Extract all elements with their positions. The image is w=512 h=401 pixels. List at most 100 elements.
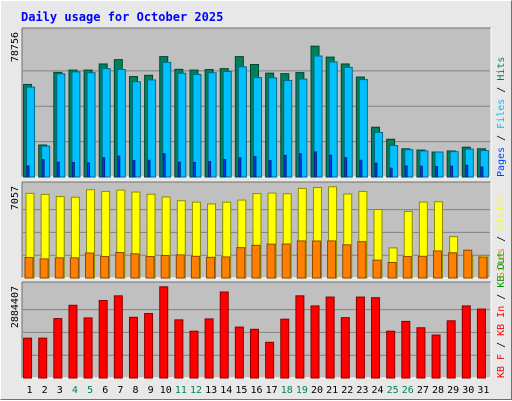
day-label-30: 30 <box>462 385 474 396</box>
bar-files-day-20 <box>313 55 323 178</box>
bar-kb_in-day-31 <box>476 308 486 379</box>
series-visits <box>25 186 489 279</box>
legend-item-kb_in: KB In <box>496 306 507 336</box>
bar-pages-day-16 <box>253 156 257 178</box>
bar-kb_in-day-17 <box>265 341 275 379</box>
day-label-8: 8 <box>132 385 138 396</box>
series-pages <box>26 151 484 178</box>
legend-item-pages: Pages <box>496 147 507 177</box>
bar-sites-day-17 <box>266 243 276 279</box>
bar-sites-day-15 <box>236 247 246 279</box>
bar-sites-day-22 <box>342 244 352 279</box>
bar-pages-day-13 <box>208 161 212 178</box>
day-label-11: 11 <box>175 385 187 396</box>
bar-kb_in-day-23 <box>355 296 365 379</box>
bar-pages-day-2 <box>41 159 45 178</box>
bar-files-day-5 <box>86 72 96 178</box>
bar-kb_in-day-15 <box>234 326 244 379</box>
bar-files-day-6 <box>101 68 111 178</box>
bar-kb_in-day-9 <box>144 312 154 379</box>
day-label-7: 7 <box>117 385 123 396</box>
bar-pages-day-29 <box>450 165 454 178</box>
chart-title: Daily usage for October 2025 <box>21 10 223 24</box>
legend-item-hits: Hits <box>496 57 507 81</box>
bar-pages-day-3 <box>56 161 60 178</box>
day-label-29: 29 <box>447 385 459 396</box>
bar-kb_in-day-3 <box>53 318 63 379</box>
bar-files-day-14 <box>222 70 232 178</box>
bar-sites-day-1 <box>24 257 34 279</box>
panel-kbytes: 2884407 KB F / KB In / KB Out <box>10 252 507 379</box>
day-label-3: 3 <box>57 385 63 396</box>
bar-pages-day-20 <box>313 151 317 178</box>
day-label-9: 9 <box>148 385 154 396</box>
legend-separator: / <box>496 129 507 147</box>
day-label-17: 17 <box>266 385 278 396</box>
legend-kbytes: KB F / KB In / KB Out <box>496 252 507 378</box>
bar-files-day-29 <box>449 151 459 178</box>
day-label-25: 25 <box>387 385 399 396</box>
bar-pages-day-17 <box>268 160 272 178</box>
bar-files-day-17 <box>268 77 278 178</box>
day-label-21: 21 <box>326 385 338 396</box>
bar-kb_in-day-2 <box>38 337 48 379</box>
series-kb_in <box>23 286 486 379</box>
bar-kb_in-day-24 <box>371 297 381 379</box>
day-label-5: 5 <box>87 385 93 396</box>
bar-sites-day-25 <box>387 261 397 279</box>
bar-files-day-1 <box>26 86 36 178</box>
bar-sites-day-11 <box>175 254 185 279</box>
legend-item-kb_in: KB F <box>496 354 507 378</box>
bar-kb_in-day-27 <box>416 327 426 379</box>
bar-kb_in-day-22 <box>340 317 350 379</box>
bar-files-day-16 <box>253 77 262 178</box>
day-label-19: 19 <box>296 385 308 396</box>
bar-files-day-11 <box>177 72 187 178</box>
legend-visits-sites: Sites / Visits <box>496 194 507 278</box>
day-label-24: 24 <box>372 385 384 396</box>
bar-pages-day-5 <box>87 162 91 178</box>
bar-sites-day-13 <box>206 256 216 279</box>
bar-kb_in-day-20 <box>310 305 320 379</box>
bar-kb_in-day-13 <box>204 318 214 379</box>
day-label-16: 16 <box>250 385 262 396</box>
bar-pages-day-30 <box>465 164 469 178</box>
bar-sites-day-23 <box>357 241 367 279</box>
bar-sites-day-24 <box>372 259 382 279</box>
bar-files-day-27 <box>419 150 429 178</box>
bar-files-day-4 <box>71 71 81 178</box>
bar-kb_in-day-6 <box>98 300 108 379</box>
legend-hits-files-pages: Pages / Files / Hits <box>496 57 507 177</box>
bar-files-day-25 <box>389 145 399 178</box>
bar-sites-day-6 <box>100 256 110 279</box>
day-label-13: 13 <box>205 385 217 396</box>
series-files <box>26 55 489 178</box>
bar-pages-day-8 <box>132 159 136 178</box>
bar-pages-day-28 <box>434 166 438 178</box>
day-label-2: 2 <box>42 385 48 396</box>
bar-kb_in-day-12 <box>189 330 199 379</box>
bar-kb_in-day-28 <box>431 334 441 379</box>
panel-visits-sites: 7057 Sites / Visits <box>10 181 507 279</box>
bar-sites-day-20 <box>311 240 321 279</box>
bar-sites-day-29 <box>448 252 458 279</box>
bar-kb_in-day-11 <box>174 319 184 379</box>
legend-item-visits: Visits <box>496 194 507 230</box>
legend-separator: / <box>496 230 507 248</box>
bar-sites-day-9 <box>145 256 155 279</box>
bar-files-day-26 <box>404 149 414 178</box>
y-max-label: 78756 <box>10 32 21 62</box>
bar-pages-day-4 <box>71 161 75 178</box>
bar-pages-day-26 <box>404 165 408 178</box>
legend-item-files: Files <box>496 99 507 129</box>
day-label-14: 14 <box>220 385 232 396</box>
bar-files-day-19 <box>298 78 308 178</box>
day-label-22: 22 <box>341 385 353 396</box>
bar-kb_in-day-5 <box>83 317 93 379</box>
day-label-31: 31 <box>477 385 489 396</box>
bar-kb_in-day-1 <box>23 337 33 379</box>
bar-files-day-28 <box>434 151 444 178</box>
bar-pages-day-31 <box>480 166 484 178</box>
